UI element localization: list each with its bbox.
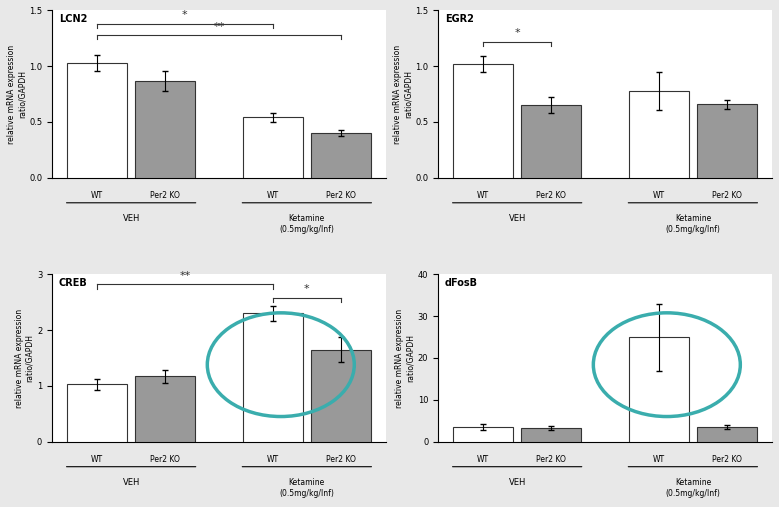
Text: *: *	[304, 284, 310, 295]
Y-axis label: relative mRNA expression
ratio/GAPDH: relative mRNA expression ratio/GAPDH	[393, 45, 412, 143]
Bar	[243, 313, 302, 442]
Text: WT: WT	[266, 455, 279, 464]
Text: WT: WT	[477, 191, 489, 200]
Text: Per2 KO: Per2 KO	[150, 455, 180, 464]
Y-axis label: relative mRNA expression
ratio/GAPDH: relative mRNA expression ratio/GAPDH	[7, 45, 26, 143]
Text: WT: WT	[653, 455, 664, 464]
Bar	[521, 105, 581, 177]
Bar	[311, 133, 371, 177]
Text: VEH: VEH	[509, 479, 526, 487]
Text: Per2 KO: Per2 KO	[712, 191, 742, 200]
Bar	[697, 104, 757, 177]
Bar	[453, 427, 513, 442]
Text: WT: WT	[477, 455, 489, 464]
Text: WT: WT	[653, 191, 664, 200]
Text: **: **	[213, 22, 224, 31]
Bar	[136, 81, 195, 177]
Text: EGR2: EGR2	[445, 14, 474, 24]
Text: Per2 KO: Per2 KO	[150, 191, 180, 200]
Text: Per2 KO: Per2 KO	[326, 191, 356, 200]
Text: Ketamine
(0.5mg/kg/Inf): Ketamine (0.5mg/kg/Inf)	[665, 214, 721, 234]
Y-axis label: relative mRNA expression
ratio/GAPDH: relative mRNA expression ratio/GAPDH	[396, 308, 415, 408]
Bar	[629, 91, 689, 177]
Text: LCN2: LCN2	[58, 14, 87, 24]
Bar	[67, 63, 127, 177]
Text: Per2 KO: Per2 KO	[537, 455, 566, 464]
Text: VEH: VEH	[509, 214, 526, 224]
Text: VEH: VEH	[122, 479, 139, 487]
Text: CREB: CREB	[58, 278, 87, 287]
Text: Ketamine
(0.5mg/kg/Inf): Ketamine (0.5mg/kg/Inf)	[665, 479, 721, 498]
Text: Ketamine
(0.5mg/kg/Inf): Ketamine (0.5mg/kg/Inf)	[280, 214, 334, 234]
Bar	[521, 428, 581, 442]
Bar	[243, 118, 302, 177]
Text: WT: WT	[91, 191, 103, 200]
Bar	[311, 350, 371, 442]
Text: Per2 KO: Per2 KO	[326, 455, 356, 464]
Bar	[136, 376, 195, 442]
Text: Per2 KO: Per2 KO	[712, 455, 742, 464]
Y-axis label: relative mRNA expression
ratio/GAPDH: relative mRNA expression ratio/GAPDH	[15, 308, 34, 408]
Text: WT: WT	[266, 191, 279, 200]
Text: Per2 KO: Per2 KO	[537, 191, 566, 200]
Bar	[697, 427, 757, 442]
Text: *: *	[182, 11, 188, 20]
Text: **: **	[179, 271, 191, 281]
Text: dFosB: dFosB	[445, 278, 478, 287]
Bar	[453, 64, 513, 177]
Text: VEH: VEH	[122, 214, 139, 224]
Bar	[629, 337, 689, 442]
Text: Ketamine
(0.5mg/kg/Inf): Ketamine (0.5mg/kg/Inf)	[280, 479, 334, 498]
Bar	[67, 384, 127, 442]
Text: *: *	[514, 28, 520, 39]
Text: WT: WT	[91, 455, 103, 464]
